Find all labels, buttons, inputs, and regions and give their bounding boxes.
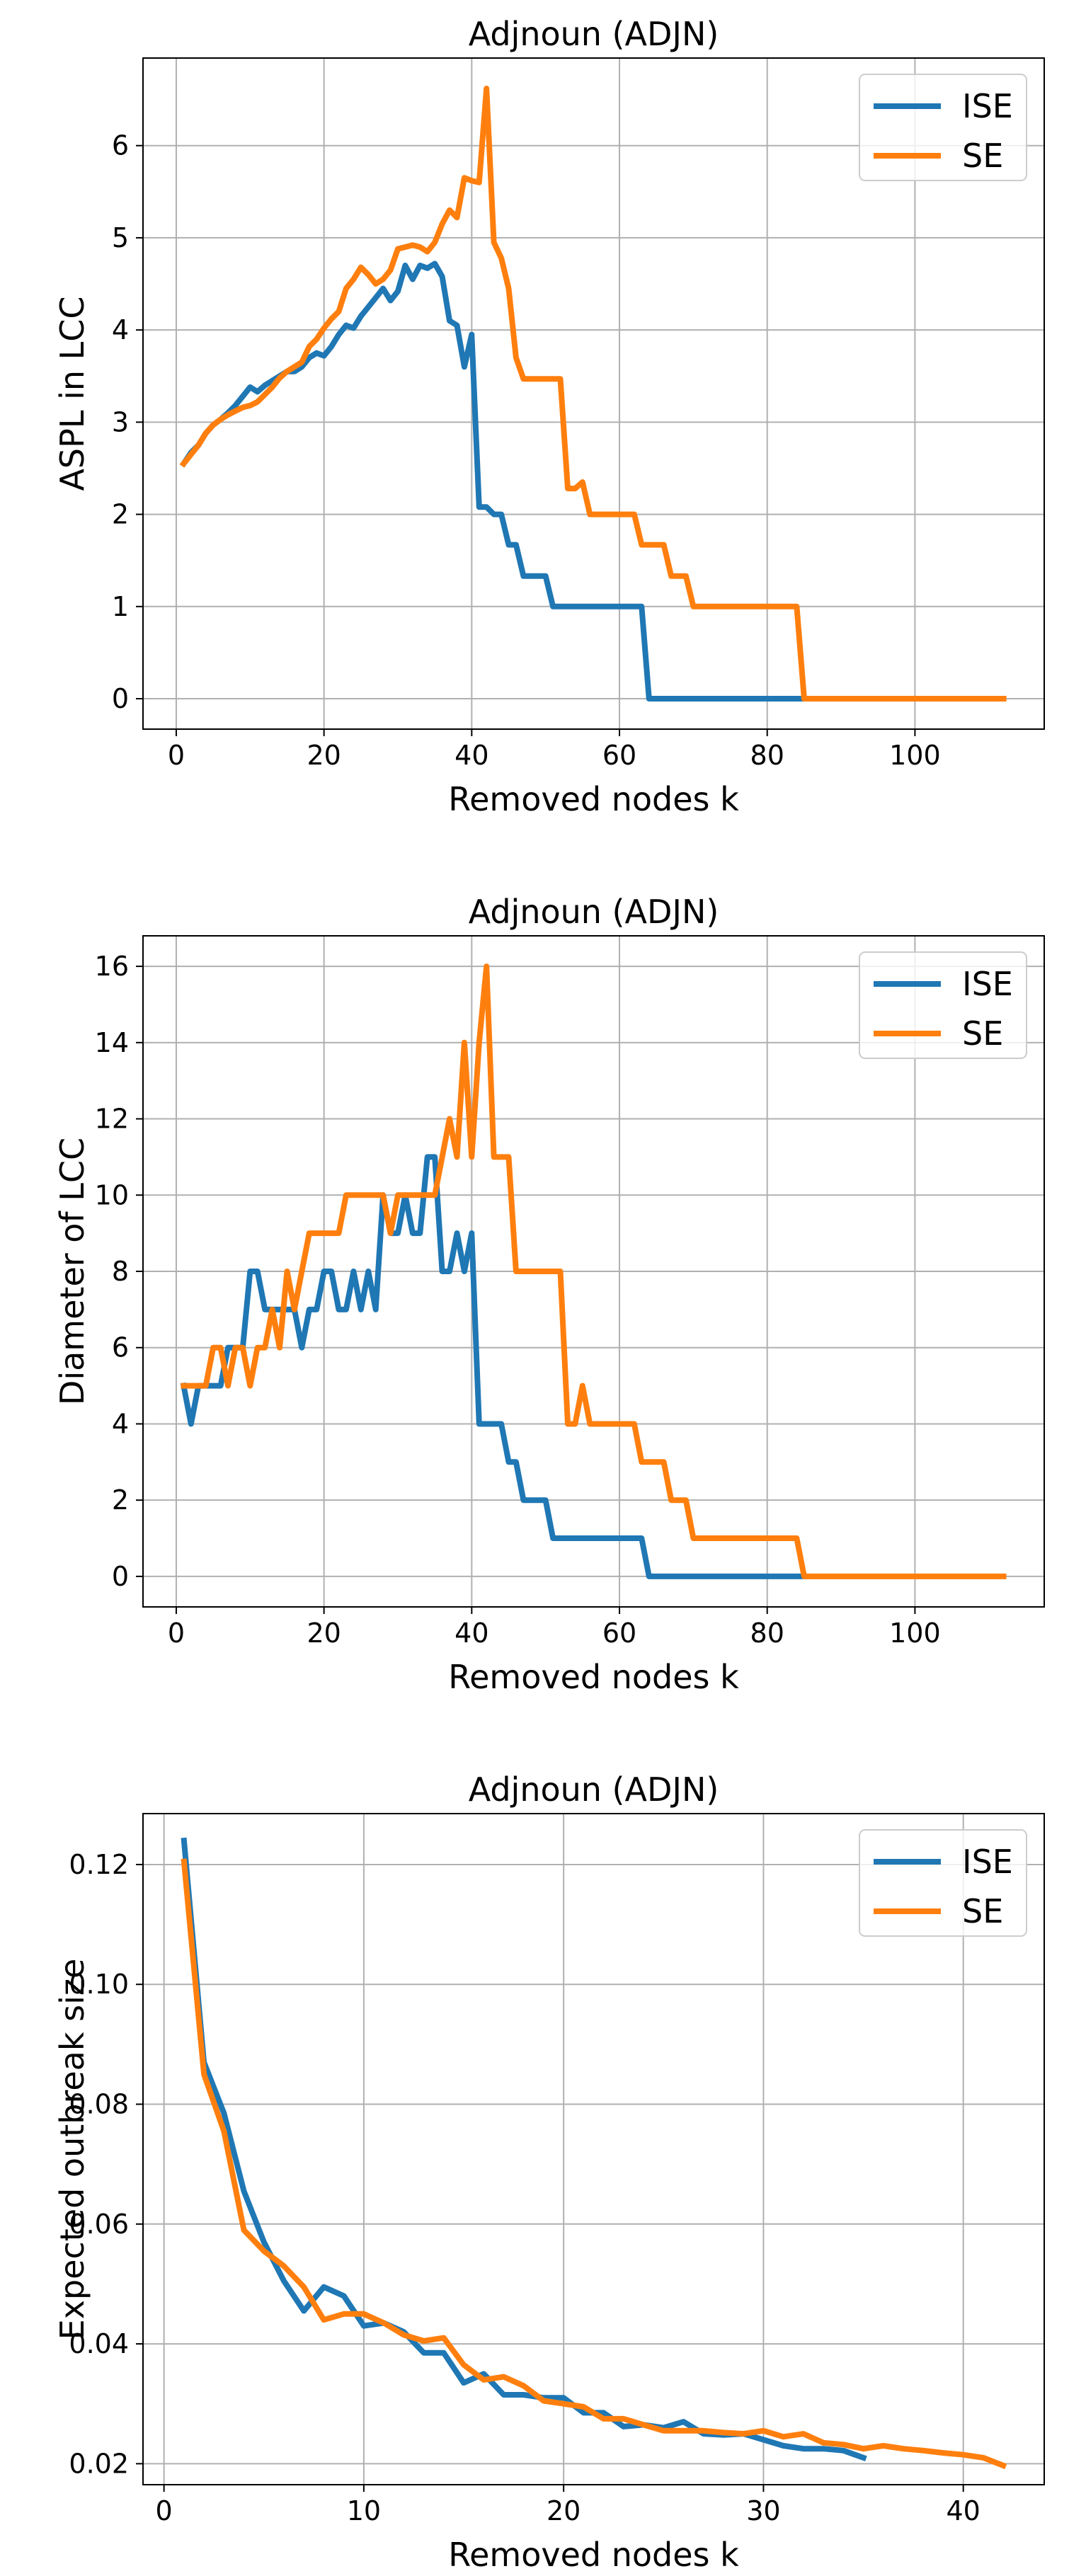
y-axis-label: Expected outbreak size bbox=[53, 1959, 91, 2340]
y-tick-label: 5 bbox=[112, 222, 129, 253]
x-tick-label: 20 bbox=[547, 2495, 581, 2526]
x-tick-label: 10 bbox=[347, 2495, 381, 2526]
series-line-se bbox=[181, 963, 1007, 1579]
legend-label-ise: ISE bbox=[962, 87, 1013, 125]
legend: ISE SE bbox=[859, 1829, 1027, 1937]
x-tick-label: 100 bbox=[889, 740, 941, 771]
x-tick-label: 80 bbox=[750, 1618, 784, 1649]
x-tick-label: 0 bbox=[168, 740, 185, 771]
series-line-ise bbox=[180, 1154, 807, 1579]
y-tick-label: 3 bbox=[112, 406, 129, 437]
x-tick-label: 20 bbox=[307, 740, 341, 771]
x-tick-label: 0 bbox=[168, 1618, 185, 1649]
chart-panel-3: 0 10 20 30 40 0.02 0.04 0.06 0.08 0.10 0.12 Adjnoun… bbox=[53, 1770, 1045, 2574]
y-tick-label: 2 bbox=[112, 1484, 129, 1516]
series-line-ise bbox=[179, 261, 807, 702]
y-tick-label: 0.08 bbox=[69, 2089, 129, 2120]
y-tick-label: 1 bbox=[112, 591, 129, 622]
x-tick-label: 40 bbox=[455, 1618, 488, 1649]
legend-label-se: SE bbox=[962, 1014, 1003, 1053]
y-axis-label: Diameter of LCC bbox=[53, 1138, 91, 1405]
chart-panel-2: 0 20 40 60 80 100 0 2 4 6 8 10 12 14 16 Adjnoun (ADJN) R… bbox=[53, 893, 1045, 1696]
x-tick-label: 100 bbox=[889, 1618, 941, 1649]
legend-label-ise: ISE bbox=[962, 965, 1013, 1003]
y-tick-label: 10 bbox=[95, 1179, 129, 1210]
legend-label-ise: ISE bbox=[962, 1843, 1013, 1881]
legend: ISE SE bbox=[859, 951, 1027, 1059]
series-line-se bbox=[179, 86, 1007, 702]
x-axis-label: Removed nodes k bbox=[448, 2536, 739, 2574]
x-tick-label: 40 bbox=[455, 740, 488, 771]
y-tick-label: 4 bbox=[112, 314, 129, 345]
y-tick-label: 0.02 bbox=[69, 2448, 129, 2479]
y-tick-label: 6 bbox=[112, 130, 129, 161]
legend-label-se: SE bbox=[962, 1892, 1003, 1930]
y-tick-label: 2 bbox=[112, 499, 129, 530]
y-tick-label: 6 bbox=[112, 1332, 129, 1363]
y-tick-label: 0.06 bbox=[69, 2209, 129, 2240]
x-tick-label: 60 bbox=[602, 740, 636, 771]
x-tick-label: 20 bbox=[307, 1618, 341, 1649]
axes-frame bbox=[142, 1813, 1045, 2485]
x-tick-label: 30 bbox=[746, 2495, 780, 2526]
y-tick-label: 12 bbox=[95, 1104, 129, 1135]
x-tick-label: 40 bbox=[947, 2495, 981, 2526]
y-tick-label: 0.04 bbox=[69, 2328, 129, 2359]
chart-panel-1: 0 20 40 60 80 100 0 1 2 3 4 5 6 Adjnoun (ADJN) Removed… bbox=[53, 15, 1045, 818]
y-tick-label: 0.10 bbox=[69, 1969, 129, 2000]
x-axis-label: Removed nodes k bbox=[448, 1658, 739, 1696]
y-tick-label: 4 bbox=[112, 1408, 129, 1439]
y-tick-label: 0 bbox=[112, 1561, 129, 1592]
x-tick-label: 80 bbox=[750, 740, 784, 771]
y-tick-label: 16 bbox=[95, 951, 129, 982]
chart-title: Adjnoun (ADJN) bbox=[469, 893, 719, 931]
legend-label-se: SE bbox=[962, 137, 1003, 175]
legend: ISE SE bbox=[859, 74, 1027, 181]
chart-title: Adjnoun (ADJN) bbox=[469, 15, 719, 53]
x-axis-label: Removed nodes k bbox=[448, 780, 739, 818]
x-tick-label: 0 bbox=[156, 2495, 173, 2526]
y-tick-label: 0 bbox=[112, 683, 129, 714]
chart-title: Adjnoun (ADJN) bbox=[469, 1770, 719, 1809]
y-tick-label: 0.12 bbox=[69, 1849, 129, 1880]
y-axis-label: ASPL in LCC bbox=[53, 296, 91, 491]
y-tick-label: 14 bbox=[95, 1027, 129, 1058]
series-line-ise bbox=[181, 1837, 867, 2462]
series-line-se bbox=[181, 1858, 1007, 2470]
x-tick-label: 60 bbox=[602, 1618, 636, 1649]
axes-frame bbox=[142, 57, 1045, 730]
y-tick-label: 8 bbox=[112, 1256, 129, 1287]
